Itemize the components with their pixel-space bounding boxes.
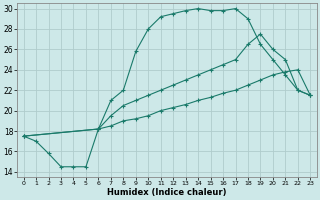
X-axis label: Humidex (Indice chaleur): Humidex (Indice chaleur): [107, 188, 227, 197]
